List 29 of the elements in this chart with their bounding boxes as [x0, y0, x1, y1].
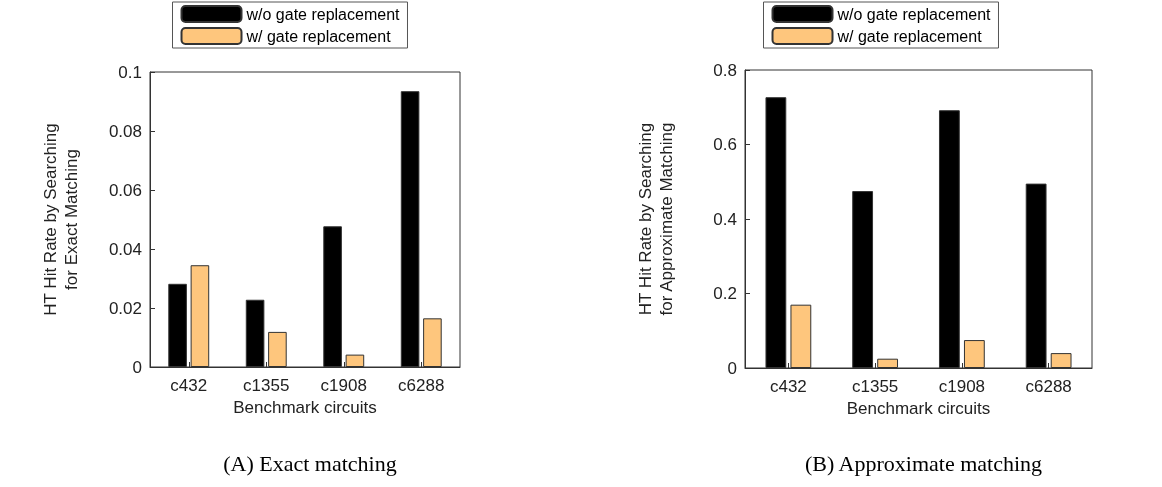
x-tick-label: c1355	[243, 376, 290, 395]
x-tick-label: c1908	[938, 377, 986, 396]
y-tick-label: 0.8	[713, 60, 737, 80]
x-tick-label: c432	[170, 376, 208, 395]
y-tick-label: 0	[727, 358, 737, 378]
text: (B) Approximate matching	[804, 450, 1043, 476]
x-tick-label: c1908	[320, 376, 367, 395]
legend-label: w/o gate replacement	[836, 5, 992, 23]
x-axis-title: Benchmark circuits	[846, 399, 991, 418]
x-tick-label: c6288	[398, 376, 445, 395]
legend-label: w/ gate replacement	[245, 27, 392, 45]
legend-label: w/ gate replacement	[836, 27, 983, 45]
y-tick-label: 0.02	[108, 298, 142, 318]
y-tick-label: 0.08	[108, 121, 142, 141]
legend-label: w/o gate replacement	[245, 5, 401, 23]
y-axis-title: HT Hit Rate by Searching for Exact Matching	[41, 123, 81, 316]
y-tick-label: 0.4	[713, 209, 737, 229]
x-tick-label: c6288	[1025, 377, 1072, 396]
x-tick-label: c432	[769, 377, 807, 396]
y-tick-label: 0.04	[108, 239, 142, 259]
y-tick-label: 0.06	[108, 180, 142, 200]
text: (A) Exact matching	[223, 450, 397, 476]
y-tick-label: 0.2	[713, 284, 737, 303]
y-tick-label: 0	[132, 357, 142, 377]
y-axis-title: HT Hit Rate by Searching for Approximate Matching	[636, 122, 676, 316]
x-tick-label: c1355	[851, 377, 899, 396]
y-tick-label: 0.6	[713, 135, 737, 154]
y-tick-label: 0.1	[118, 62, 142, 82]
x-axis-title: Benchmark circuits	[233, 398, 377, 417]
